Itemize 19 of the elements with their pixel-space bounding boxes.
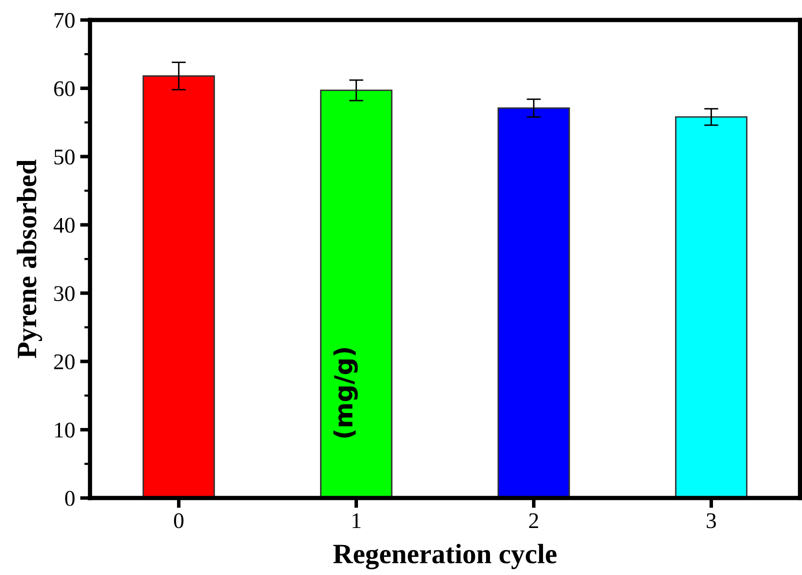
x-tick-label: 3	[706, 513, 716, 528]
annotation: (mg/g)	[333, 348, 358, 438]
y-tick-label: 0	[65, 490, 75, 506]
x-tick-label: 2	[529, 513, 538, 528]
bar	[498, 107, 570, 498]
bar	[142, 75, 215, 498]
x-axis-title: Regeneration cycle	[333, 544, 556, 570]
bar	[320, 90, 392, 498]
x-tick-label: 0	[174, 513, 184, 528]
y-tick-label: 10	[55, 422, 75, 438]
x-tick-label: 1	[352, 513, 360, 528]
y-tick-label: 30	[54, 286, 75, 302]
y-tick-label: 70	[54, 12, 75, 28]
y-axis-title: Pyrene absorbed	[16, 160, 42, 358]
y-tick-label: 60	[54, 81, 75, 96]
y-tick-label: 20	[54, 354, 75, 370]
y-tick-label: 40	[54, 218, 75, 233]
bar	[675, 116, 748, 498]
y-tick-label: 50	[54, 150, 75, 164]
